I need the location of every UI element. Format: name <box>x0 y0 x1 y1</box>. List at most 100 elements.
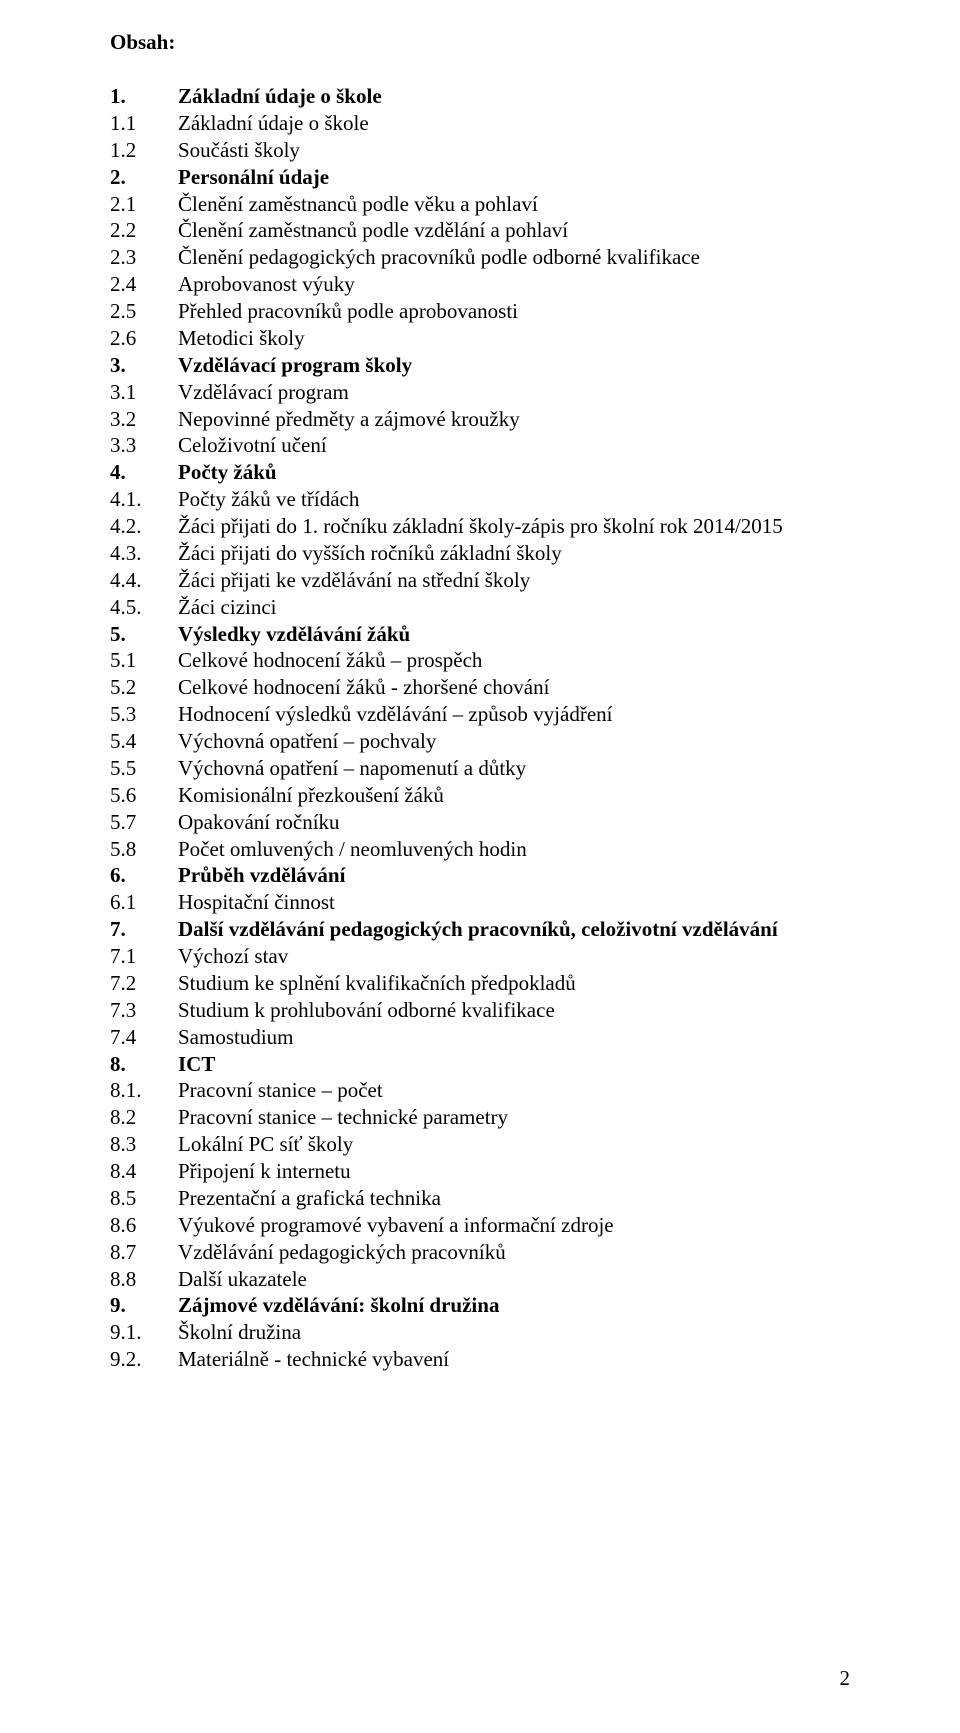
toc-entry-title: Studium ke splnění kvalifikačních předpo… <box>178 970 850 997</box>
toc-entry-number: 9. <box>110 1292 178 1319</box>
toc-entry: 5.1Celkové hodnocení žáků – prospěch <box>110 647 850 674</box>
toc-entry: 8.1.Pracovní stanice – počet <box>110 1077 850 1104</box>
toc-entry-number: 4.5. <box>110 594 178 621</box>
toc-entry: 9.1.Školní družina <box>110 1319 850 1346</box>
toc-entry-title: Pracovní stanice – technické parametry <box>178 1104 850 1131</box>
toc-entry-number: 8.3 <box>110 1131 178 1158</box>
toc-entry: 2.6Metodici školy <box>110 325 850 352</box>
toc-entry-number: 8.7 <box>110 1239 178 1266</box>
contents-heading: Obsah: <box>110 30 850 55</box>
toc-entry-number: 4.4. <box>110 567 178 594</box>
toc-entry-title: Pracovní stanice – počet <box>178 1077 850 1104</box>
toc-entry-title: Materiálně - technické vybavení <box>178 1346 850 1373</box>
toc-entry-title: Metodici školy <box>178 325 850 352</box>
toc-entry: 8.8Další ukazatele <box>110 1266 850 1293</box>
toc-entry-number: 3.2 <box>110 406 178 433</box>
toc-entry: 8.5Prezentační a grafická technika <box>110 1185 850 1212</box>
toc-entry-number: 5.1 <box>110 647 178 674</box>
toc-entry: 2.3Členění pedagogických pracovníků podl… <box>110 244 850 271</box>
toc-entry: 2.2Členění zaměstnanců podle vzdělání a … <box>110 217 850 244</box>
toc-entry-title: Zájmové vzdělávání: školní družina <box>178 1292 850 1319</box>
toc-entry-title: Hodnocení výsledků vzdělávání – způsob v… <box>178 701 850 728</box>
toc-entry-number: 3. <box>110 352 178 379</box>
toc-entry-number: 5. <box>110 621 178 648</box>
toc-entry-title: Studium k prohlubování odborné kvalifika… <box>178 997 850 1024</box>
toc-entry: 4.4.Žáci přijati ke vzdělávání na středn… <box>110 567 850 594</box>
toc-entry: 7.4Samostudium <box>110 1024 850 1051</box>
toc-entry: 8.3Lokální PC síť školy <box>110 1131 850 1158</box>
page-number: 2 <box>840 1666 851 1691</box>
toc-entry-number: 1. <box>110 83 178 110</box>
toc-entry-title: Výsledky vzdělávání žáků <box>178 621 850 648</box>
toc-entry: 3.3Celoživotní učení <box>110 432 850 459</box>
toc-entry-number: 2. <box>110 164 178 191</box>
toc-entry: 9.Zájmové vzdělávání: školní družina <box>110 1292 850 1319</box>
toc-entry-title: Žáci přijati ke vzdělávání na střední šk… <box>178 567 850 594</box>
toc-entry-number: 8.5 <box>110 1185 178 1212</box>
toc-entry-title: Připojení k internetu <box>178 1158 850 1185</box>
toc-entry-number: 8.2 <box>110 1104 178 1131</box>
toc-entry-number: 2.4 <box>110 271 178 298</box>
toc-entry: 2.4Aprobovanost výuky <box>110 271 850 298</box>
toc-entry-number: 4.3. <box>110 540 178 567</box>
toc-entry-number: 7.3 <box>110 997 178 1024</box>
toc-entry: 4.3.Žáci přijati do vyšších ročníků zákl… <box>110 540 850 567</box>
toc-entry-number: 2.5 <box>110 298 178 325</box>
toc-entry-number: 3.1 <box>110 379 178 406</box>
toc-entry-title: ICT <box>178 1051 850 1078</box>
toc-entry: 8.4Připojení k internetu <box>110 1158 850 1185</box>
toc-entry-title: Komisionální přezkoušení žáků <box>178 782 850 809</box>
table-of-contents: 1.Základní údaje o škole1.1Základní údaj… <box>110 83 850 1373</box>
toc-entry: 8.6Výukové programové vybavení a informa… <box>110 1212 850 1239</box>
toc-entry-title: Počty žáků <box>178 459 850 486</box>
toc-entry: 1.Základní údaje o škole <box>110 83 850 110</box>
toc-entry-title: Personální údaje <box>178 164 850 191</box>
toc-entry: 7.Další vzdělávání pedagogických pracovn… <box>110 916 850 943</box>
toc-entry-title: Celkové hodnocení žáků - zhoršené chován… <box>178 674 850 701</box>
toc-entry: 4.1.Počty žáků ve třídách <box>110 486 850 513</box>
toc-entry-number: 2.2 <box>110 217 178 244</box>
toc-entry: 5.7Opakování ročníku <box>110 809 850 836</box>
toc-entry-title: Členění pedagogických pracovníků podle o… <box>178 244 850 271</box>
toc-entry: 9.2.Materiálně - technické vybavení <box>110 1346 850 1373</box>
toc-entry-number: 3.3 <box>110 432 178 459</box>
toc-entry: 8.2Pracovní stanice – technické parametr… <box>110 1104 850 1131</box>
toc-entry: 7.1Výchozí stav <box>110 943 850 970</box>
toc-entry-title: Vzdělávací program školy <box>178 352 850 379</box>
toc-entry: 2.Personální údaje <box>110 164 850 191</box>
toc-entry: 1.1Základní údaje o škole <box>110 110 850 137</box>
toc-entry-number: 7.2 <box>110 970 178 997</box>
toc-entry: 2.5Přehled pracovníků podle aprobovanost… <box>110 298 850 325</box>
toc-entry-title: Hospitační činnost <box>178 889 850 916</box>
toc-entry-title: Základní údaje o škole <box>178 110 850 137</box>
toc-entry: 7.2Studium ke splnění kvalifikačních pře… <box>110 970 850 997</box>
toc-entry-number: 6.1 <box>110 889 178 916</box>
toc-entry-number: 4. <box>110 459 178 486</box>
toc-entry-title: Samostudium <box>178 1024 850 1051</box>
toc-entry-title: Další vzdělávání pedagogických pracovník… <box>178 916 850 943</box>
toc-entry-title: Opakování ročníku <box>178 809 850 836</box>
toc-entry: 8.ICT <box>110 1051 850 1078</box>
toc-entry-title: Lokální PC síť školy <box>178 1131 850 1158</box>
toc-entry: 5.8Počet omluvených / neomluvených hodin <box>110 836 850 863</box>
document-page: Obsah: 1.Základní údaje o škole1.1Základ… <box>0 0 960 1733</box>
toc-entry-title: Školní družina <box>178 1319 850 1346</box>
toc-entry-title: Součásti školy <box>178 137 850 164</box>
toc-entry-title: Další ukazatele <box>178 1266 850 1293</box>
toc-entry-number: 5.4 <box>110 728 178 755</box>
toc-entry-title: Výukové programové vybavení a informační… <box>178 1212 850 1239</box>
toc-entry: 5.Výsledky vzdělávání žáků <box>110 621 850 648</box>
toc-entry-number: 5.8 <box>110 836 178 863</box>
toc-entry-number: 7.4 <box>110 1024 178 1051</box>
toc-entry-title: Celoživotní učení <box>178 432 850 459</box>
toc-entry: 5.6Komisionální přezkoušení žáků <box>110 782 850 809</box>
toc-entry-title: Žáci přijati do 1. ročníku základní škol… <box>178 513 850 540</box>
toc-entry: 1.2Součásti školy <box>110 137 850 164</box>
toc-entry-number: 8. <box>110 1051 178 1078</box>
toc-entry-title: Členění zaměstnanců podle věku a pohlaví <box>178 191 850 218</box>
toc-entry-number: 2.6 <box>110 325 178 352</box>
toc-entry-number: 4.2. <box>110 513 178 540</box>
toc-entry-title: Celkové hodnocení žáků – prospěch <box>178 647 850 674</box>
toc-entry: 6.Průběh vzdělávání <box>110 862 850 889</box>
toc-entry-number: 5.7 <box>110 809 178 836</box>
